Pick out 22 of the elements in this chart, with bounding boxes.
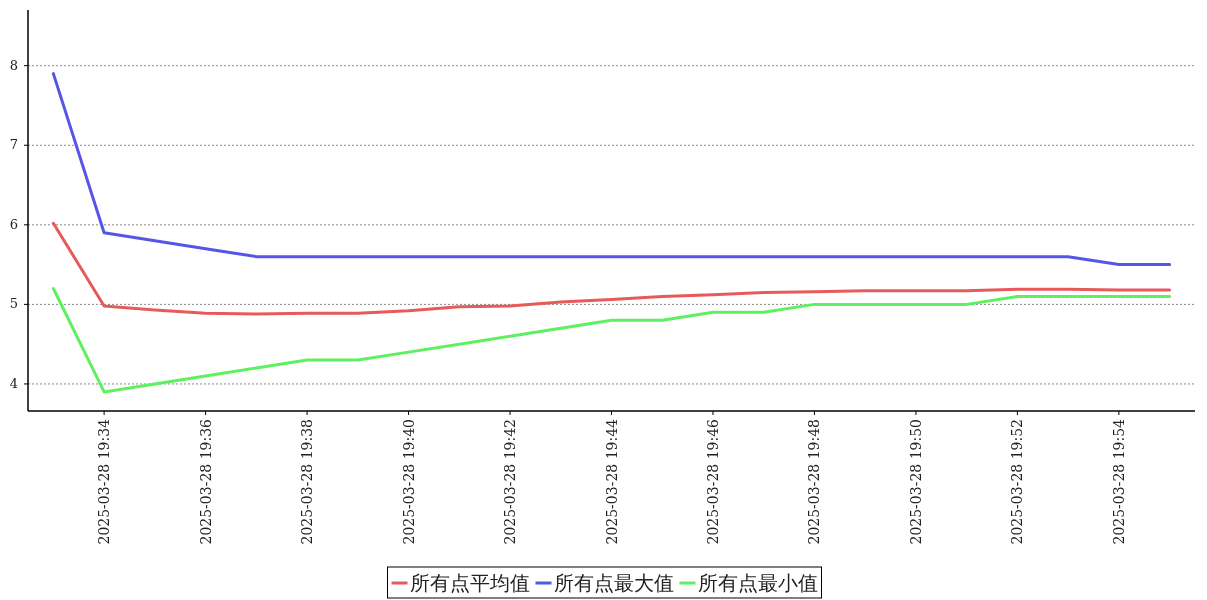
x-tick-label: 2025-03-28 19:48 <box>806 419 823 545</box>
line-series <box>51 286 1172 394</box>
y-tick-label: 5 <box>9 296 19 312</box>
x-tick-label: 2025-03-28 19:44 <box>603 418 620 545</box>
y-tick-label: 4 <box>9 375 19 391</box>
x-tick-label: 2025-03-28 19:36 <box>197 418 214 545</box>
y-tick-label: 6 <box>9 216 19 232</box>
legend-label: 所有点平均值 <box>409 571 530 595</box>
x-tick-label: 2025-03-28 19:52 <box>1009 419 1026 545</box>
y-tick-label: 8 <box>9 57 19 73</box>
x-tick-label: 2025-03-28 19:50 <box>907 419 924 545</box>
x-tick-label: 2025-03-28 19:38 <box>299 419 316 545</box>
legend-label: 所有点最小值 <box>697 571 818 595</box>
x-tick-label: 2025-03-28 19:40 <box>400 419 417 545</box>
line-series <box>51 221 1172 316</box>
y-tick-label: 7 <box>9 137 19 153</box>
legend-label: 所有点最大值 <box>553 571 674 595</box>
x-tick-label: 2025-03-28 19:54 <box>1110 418 1127 545</box>
x-tick-label: 2025-03-28 19:46 <box>704 418 721 545</box>
line-series <box>51 72 1172 267</box>
x-tick-label: 2025-03-28 19:42 <box>502 419 519 545</box>
x-tick-label: 2025-03-28 19:34 <box>96 418 113 545</box>
